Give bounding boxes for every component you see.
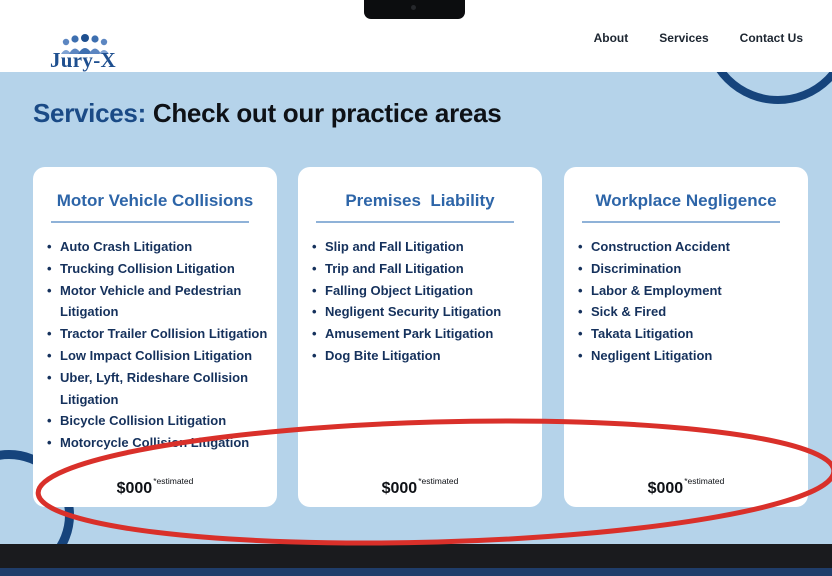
people-icon [61,34,109,54]
price: $000*estimated [564,476,808,498]
brand-logo[interactable]: Jury-X [24,18,116,72]
page-title: Services: Check out our practice areas [33,98,502,129]
nav-services[interactable]: Services [659,31,709,45]
list-item: Bicycle Collision Litigation [46,410,276,432]
nav-about[interactable]: About [593,31,629,45]
service-card-motor-vehicle[interactable]: Motor Vehicle Collisions Auto Crash Liti… [33,167,277,507]
list-item: Trip and Fall Litigation [311,258,541,280]
card-divider [316,221,514,223]
list-item: Falling Object Litigation [311,280,541,302]
price-note: *estimated [153,476,194,486]
page-title-rest: Check out our practice areas [145,98,502,128]
service-card-workplace-negligence[interactable]: Workplace Negligence Construction Accide… [564,167,808,507]
list-item: Dog Bite Litigation [311,345,541,367]
list-item: Discrimination [577,258,807,280]
practice-list: Auto Crash Litigation Trucking Collision… [46,236,276,454]
list-item: Low Impact Collision Litigation [46,345,276,367]
laptop-base-strip [0,568,832,576]
service-card-premises-liability[interactable]: Premises Liability Slip and Fall Litigat… [298,167,542,507]
price-note: *estimated [418,476,459,486]
card-divider [582,221,780,223]
nav-contact-us[interactable]: Contact Us [739,31,803,45]
practice-list: Construction Accident Discrimination Lab… [577,236,807,367]
price-amount: $000 [381,480,418,497]
laptop-screen: Jury-X About Services Contact Us Service… [0,0,832,544]
card-title: Motor Vehicle Collisions [56,191,254,210]
list-item: Slip and Fall Litigation [311,236,541,258]
list-item: Tractor Trailer Collision Litigation [46,323,276,345]
card-title: Workplace Negligence [595,191,777,210]
list-item: Auto Crash Litigation [46,236,276,258]
price-note: *estimated [684,476,725,486]
list-item: Trucking Collision Litigation [46,258,276,280]
card-title: Premises Liability [345,191,495,210]
list-item: Uber, Lyft, Rideshare Collision Litigati… [46,367,276,411]
page-title-accent: Services: [33,98,146,128]
price: $000*estimated [33,476,277,498]
list-item: Negligent Litigation [577,345,807,367]
list-item: Amusement Park Litigation [311,323,541,345]
price-amount: $000 [647,480,684,497]
main-nav: About Services Contact Us [594,31,803,45]
price: $000*estimated [298,476,542,498]
list-item: Sick & Fired [577,301,807,323]
list-item: Takata Litigation [577,323,807,345]
card-divider [51,221,249,223]
list-item: Negligent Security Litigation [311,301,541,323]
camera-notch [364,0,465,19]
list-item: Motor Vehicle and Pedestrian Litigation [46,280,276,324]
price-amount: $000 [116,480,153,497]
camera-icon [411,5,416,10]
practice-list: Slip and Fall Litigation Trip and Fall L… [311,236,541,367]
list-item: Motorcycle Collision Litigation [46,432,276,454]
brand-wordmark: Jury-X [50,48,116,72]
list-item: Construction Accident [577,236,807,258]
list-item: Labor & Employment [577,280,807,302]
